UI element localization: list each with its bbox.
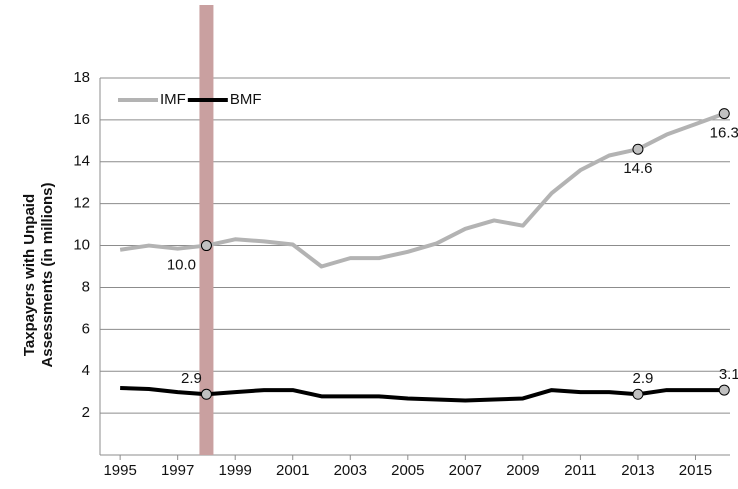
point-marker <box>718 384 730 396</box>
x-tick-label: 1997 <box>161 462 194 479</box>
series-line <box>120 385 725 403</box>
y-tick-label: 10 <box>73 237 90 254</box>
data-label: 10.0 <box>167 257 196 274</box>
x-tick-label: 2007 <box>449 462 482 479</box>
y-tick-label: 12 <box>73 195 90 212</box>
data-label: 3.1 <box>719 366 738 383</box>
y-axis-label: Assessments (in millions) <box>39 182 56 367</box>
series-line <box>119 111 725 269</box>
y-axis-label: Taxpayers with Unpaid <box>21 194 38 356</box>
x-tick-label: 2015 <box>679 462 712 479</box>
point-marker <box>718 108 730 120</box>
x-tick-label: 2011 <box>564 462 596 479</box>
legend-label: IMF <box>160 91 186 108</box>
y-tick-label: 2 <box>82 404 90 421</box>
point-marker <box>632 388 644 400</box>
data-label: 2.9 <box>181 370 202 387</box>
data-label: 2.9 <box>633 370 654 387</box>
highlight-band <box>199 5 214 455</box>
x-tick-label: 2005 <box>391 462 424 479</box>
x-tick-label: 1995 <box>103 462 136 479</box>
point-marker <box>200 388 212 400</box>
y-tick-label: 16 <box>73 111 90 128</box>
legend-label: BMF <box>230 91 262 108</box>
y-tick-label: 8 <box>82 278 90 295</box>
point-marker <box>200 240 212 252</box>
x-tick-label: 2013 <box>621 462 654 479</box>
y-tick-label: 6 <box>82 320 90 337</box>
x-tick-label: 2003 <box>334 462 367 479</box>
x-tick-label: 1999 <box>219 462 252 479</box>
data-label: 16.3 <box>710 125 738 142</box>
y-tick-label: 4 <box>82 362 90 379</box>
point-marker <box>632 143 644 155</box>
x-tick-label: 2001 <box>276 462 309 479</box>
x-tick-label: 2009 <box>506 462 539 479</box>
y-tick-label: 14 <box>73 153 90 170</box>
data-label: 14.6 <box>623 160 652 177</box>
y-tick-label: 18 <box>73 69 90 86</box>
